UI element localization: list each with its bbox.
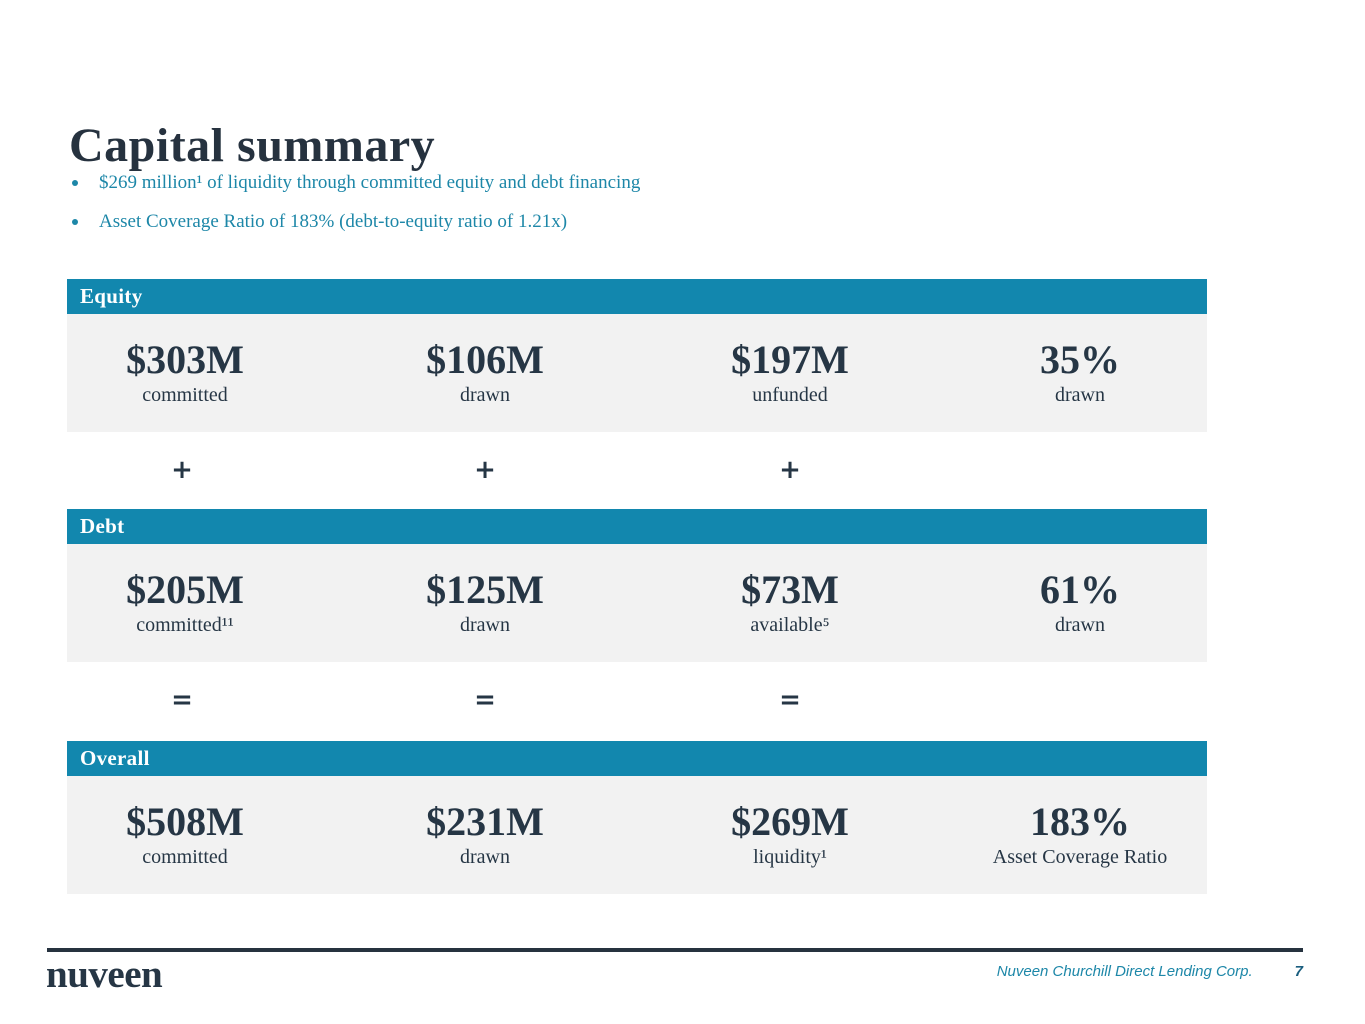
- stat-value: 61%: [1040, 567, 1120, 612]
- stat-column: 35% drawn: [1040, 339, 1120, 407]
- equals-icon: =: [171, 685, 193, 715]
- stat-column: 61% drawn: [1040, 569, 1120, 637]
- stat-column: $303M committed: [126, 339, 244, 407]
- bullet-list: $269 million¹ of liquidity through commi…: [70, 172, 640, 250]
- stat-value: $73M: [741, 567, 839, 612]
- bullet-text: Asset Coverage Ratio of 183% (debt-to-eq…: [99, 211, 568, 232]
- stat-column: 183% Asset Coverage Ratio: [993, 801, 1167, 869]
- stat-value: 35%: [1040, 337, 1120, 382]
- stat-label: drawn: [1055, 614, 1105, 636]
- equals-icon: =: [779, 685, 801, 715]
- page-title: Capital summary: [69, 119, 436, 173]
- stat-value: $508M: [126, 799, 244, 844]
- section-header: Debt: [67, 509, 1207, 544]
- bullet-dot-icon: [72, 219, 78, 225]
- stat-column: $508M committed: [126, 801, 244, 869]
- section-overall: Overall $508M committed $231M drawn $269…: [67, 741, 1207, 894]
- stat-column: $125M drawn: [426, 569, 544, 637]
- bullet-text: $269 million¹ of liquidity through commi…: [99, 172, 641, 193]
- plus-icon: +: [171, 455, 193, 485]
- stat-label: committed: [142, 846, 228, 868]
- stat-label: committed¹¹: [136, 614, 234, 636]
- stat-column: $73M available⁵: [741, 569, 839, 637]
- stat-value: $197M: [731, 337, 849, 382]
- stat-label: unfunded: [752, 384, 828, 406]
- stat-column: $269M liquidity¹: [731, 801, 849, 869]
- stat-label: committed: [142, 384, 228, 406]
- stat-label: Asset Coverage Ratio: [992, 846, 1168, 868]
- stat-column: $231M drawn: [426, 801, 544, 869]
- stat-label: drawn: [1055, 384, 1105, 406]
- stat-column: $197M unfunded: [731, 339, 849, 407]
- stat-label: drawn: [460, 846, 510, 868]
- stat-value: $303M: [126, 337, 244, 382]
- stat-column: $106M drawn: [426, 339, 544, 407]
- stat-value: $269M: [731, 799, 849, 844]
- stat-value: $205M: [126, 567, 244, 612]
- section-header: Equity: [67, 279, 1207, 314]
- section-band: $303M committed $106M drawn $197M unfund…: [67, 314, 1207, 432]
- stat-value: $106M: [426, 337, 544, 382]
- equals-icon: =: [474, 685, 496, 715]
- section-band: $205M committed¹¹ $125M drawn $73M avail…: [67, 544, 1207, 662]
- page-number: 7: [1294, 963, 1303, 980]
- footer-divider: [47, 948, 1303, 952]
- nuveen-logo: nuveen: [46, 953, 163, 996]
- stat-label: drawn: [460, 384, 510, 406]
- section-title: Overall: [80, 746, 150, 770]
- stat-value: $231M: [426, 799, 544, 844]
- stat-label: drawn: [460, 614, 510, 636]
- section-header: Overall: [67, 741, 1207, 776]
- stat-column: $205M committed¹¹: [126, 569, 244, 637]
- bullet-dot-icon: [72, 180, 78, 186]
- bullet-item: Asset Coverage Ratio of 183% (debt-to-eq…: [70, 211, 640, 233]
- plus-icon: +: [779, 455, 801, 485]
- operator-row-equals: = = =: [67, 686, 1207, 714]
- section-band: $508M committed $231M drawn $269M liquid…: [67, 776, 1207, 894]
- section-title: Debt: [80, 514, 125, 538]
- footer-right: Nuveen Churchill Direct Lending Corp. 7: [997, 963, 1303, 980]
- footer-company: Nuveen Churchill Direct Lending Corp.: [996, 963, 1253, 980]
- stat-value: 183%: [1030, 799, 1130, 844]
- plus-icon: +: [474, 455, 496, 485]
- stat-label: liquidity¹: [753, 846, 827, 868]
- bullet-item: $269 million¹ of liquidity through commi…: [70, 172, 640, 194]
- section-title: Equity: [80, 284, 143, 308]
- section-debt: Debt $205M committed¹¹ $125M drawn $73M …: [67, 509, 1207, 662]
- stat-label: available⁵: [750, 614, 830, 636]
- section-equity: Equity $303M committed $106M drawn $197M…: [67, 279, 1207, 432]
- stat-value: $125M: [426, 567, 544, 612]
- operator-row-plus: + + +: [67, 456, 1207, 484]
